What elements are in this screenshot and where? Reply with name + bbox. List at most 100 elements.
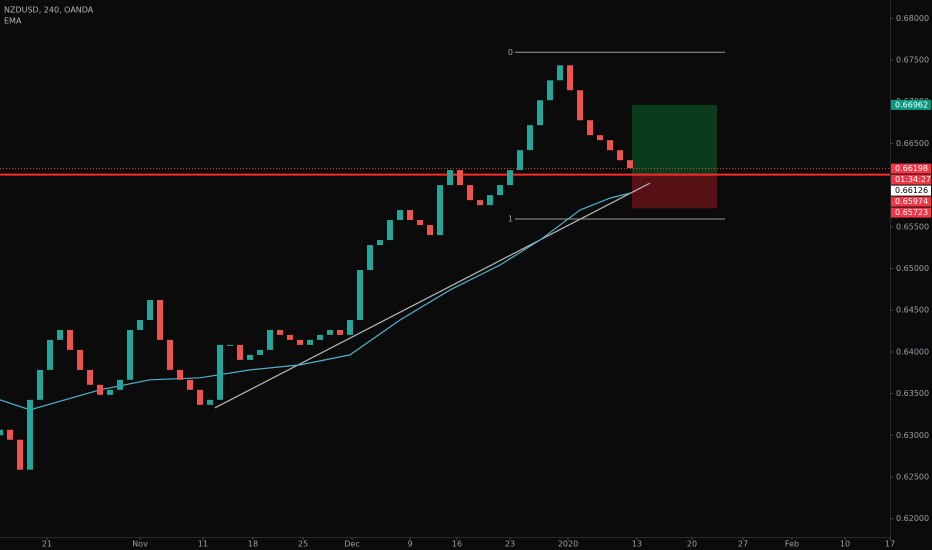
price-badge <box>891 163 931 174</box>
y-tick-label: 0.62000 <box>896 514 929 523</box>
candle <box>407 210 413 221</box>
y-tick-label: 0.65500 <box>896 222 929 231</box>
candle <box>67 329 73 350</box>
candle <box>117 379 123 390</box>
candle <box>337 329 343 335</box>
candle <box>627 160 633 169</box>
candle <box>317 334 323 340</box>
candle <box>327 329 333 335</box>
price-badge-label: 0.66126 <box>895 186 928 195</box>
candle <box>267 329 273 350</box>
candle <box>577 90 583 121</box>
price-badge <box>891 207 931 218</box>
candle <box>357 270 363 320</box>
y-tick-label: 0.62500 <box>896 472 929 481</box>
candle <box>157 299 163 340</box>
candle <box>507 170 513 186</box>
x-tick-label: 9 <box>407 540 412 549</box>
candle <box>217 344 223 400</box>
y-tick-label: 0.63000 <box>896 431 929 440</box>
candle <box>287 334 293 340</box>
x-tick-label: 23 <box>505 540 515 549</box>
candle <box>167 339 173 370</box>
candle <box>397 210 403 221</box>
candle <box>617 150 623 161</box>
candle <box>427 225 433 236</box>
candle <box>497 185 503 196</box>
candle <box>377 240 383 246</box>
candle <box>47 339 53 370</box>
candle <box>487 195 493 206</box>
candle <box>387 220 393 241</box>
candle <box>0 429 3 436</box>
candle <box>347 319 353 335</box>
price-badge-label: 0.65723 <box>895 208 928 217</box>
candle <box>137 319 143 330</box>
x-tick-label: Nov <box>132 540 148 549</box>
x-tick-label: 25 <box>298 540 308 549</box>
position-target-zone <box>632 104 717 175</box>
indicator-label[interactable]: EMA <box>4 17 22 26</box>
x-tick-label: 20 <box>687 540 697 549</box>
candle <box>597 135 603 141</box>
x-tick-label: 16 <box>452 540 462 549</box>
candle <box>27 399 33 470</box>
candle <box>467 185 473 201</box>
candle <box>557 65 563 81</box>
candle <box>477 200 483 206</box>
candle <box>17 439 23 470</box>
x-tick-label: 18 <box>248 540 258 549</box>
candle <box>197 389 203 405</box>
ema-line <box>0 192 631 411</box>
price-badge-label: 0.65974 <box>895 197 928 206</box>
candle <box>567 65 573 91</box>
candle <box>237 344 243 360</box>
candle <box>307 339 313 345</box>
x-tick-label: 11 <box>198 540 208 549</box>
fib-label: 0 <box>508 48 513 57</box>
fib-label: 1 <box>508 215 513 224</box>
candle <box>247 354 253 360</box>
candle <box>187 379 193 390</box>
y-tick-label: 0.68000 <box>896 14 929 23</box>
candle <box>367 245 373 271</box>
candle <box>517 150 523 171</box>
x-tick-label: 13 <box>632 540 642 549</box>
position-stop-zone <box>632 174 717 209</box>
candle <box>147 299 153 320</box>
symbol-title[interactable]: NZDUSD, 240, OANDA <box>4 6 94 15</box>
candle <box>227 344 233 346</box>
price-badge-label: 0.66962 <box>895 100 928 109</box>
candle <box>7 429 13 440</box>
candle <box>587 120 593 136</box>
candle <box>37 369 43 400</box>
y-tick-label: 0.66500 <box>896 139 929 148</box>
candle <box>537 100 543 126</box>
candle <box>207 399 213 405</box>
y-tick-label: 0.64000 <box>896 347 929 356</box>
price-badge <box>891 196 931 207</box>
price-badge <box>891 99 931 110</box>
candle <box>437 185 443 236</box>
candle <box>277 329 283 335</box>
candle <box>177 369 183 380</box>
candle <box>127 329 133 380</box>
x-tick-label: Dec <box>344 540 359 549</box>
x-tick-label: 27 <box>738 540 748 549</box>
candle <box>607 140 613 151</box>
candle <box>447 170 453 186</box>
trendline <box>214 182 651 409</box>
y-tick-label: 0.63500 <box>896 389 929 398</box>
candle <box>547 80 553 101</box>
candle <box>57 329 63 340</box>
y-tick-label: 0.67500 <box>896 56 929 65</box>
candle <box>97 384 103 395</box>
candle <box>107 389 113 395</box>
candle <box>457 170 463 186</box>
x-tick-label: 2020 <box>558 540 578 549</box>
price-badge-label: 0.66198 <box>895 164 928 173</box>
candle <box>87 369 93 385</box>
